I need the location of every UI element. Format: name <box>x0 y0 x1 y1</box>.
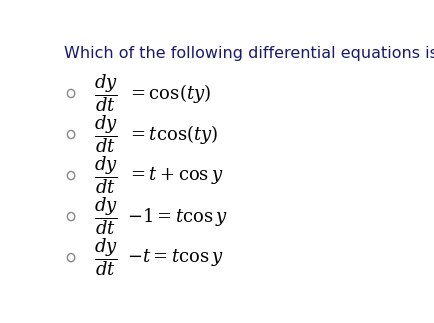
Text: $\dfrac{dy}{dt}$: $\dfrac{dy}{dt}$ <box>95 237 118 278</box>
Text: $- 1 = t\cos y$: $- 1 = t\cos y$ <box>127 205 227 228</box>
Text: $= \cos(ty)$: $= \cos(ty)$ <box>127 82 210 105</box>
Text: $= t\cos(ty)$: $= t\cos(ty)$ <box>127 123 218 146</box>
Text: $\dfrac{dy}{dt}$: $\dfrac{dy}{dt}$ <box>95 73 118 114</box>
Text: $\dfrac{dy}{dt}$: $\dfrac{dy}{dt}$ <box>95 196 118 237</box>
Text: $\dfrac{dy}{dt}$: $\dfrac{dy}{dt}$ <box>95 114 118 155</box>
Text: $= t + \cos y$: $= t + \cos y$ <box>127 165 223 186</box>
Text: $- t = t\cos y$: $- t = t\cos y$ <box>127 247 224 268</box>
Text: Which of the following differential equations is separable?: Which of the following differential equa… <box>64 46 434 61</box>
Text: $\dfrac{dy}{dt}$: $\dfrac{dy}{dt}$ <box>95 155 118 196</box>
